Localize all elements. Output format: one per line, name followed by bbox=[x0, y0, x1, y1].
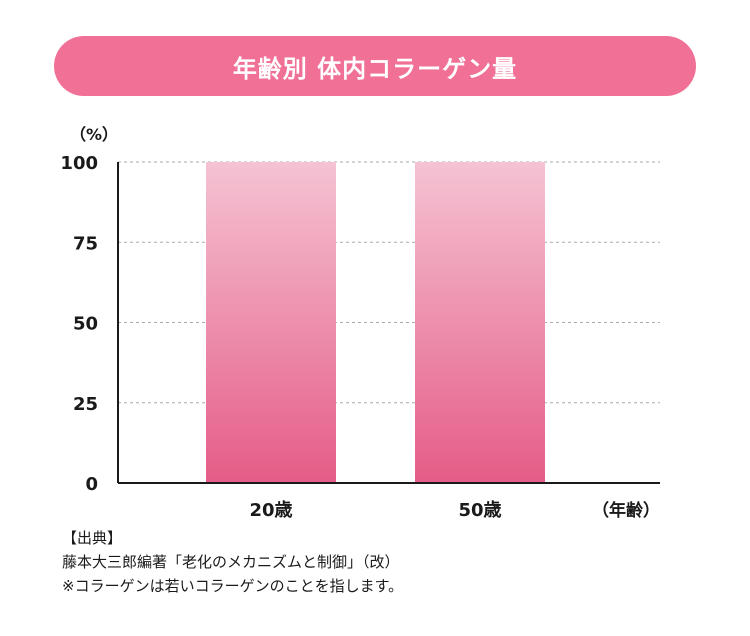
source-note: 【出典】 藤本大三郎編著「老化のメカニズムと制御」（改） ※コラーゲンは若いコラ… bbox=[62, 526, 403, 598]
y-tick-label: 75 bbox=[73, 233, 98, 254]
source-citation: 藤本大三郎編著「老化のメカニズムと制御」（改） bbox=[62, 550, 403, 574]
source-heading: 【出典】 bbox=[62, 526, 403, 550]
source-note-text: ※コラーゲンは若いコラーゲンのことを指します。 bbox=[62, 574, 403, 598]
x-tick-label: 50歳 bbox=[458, 500, 501, 521]
bar-chart: 0 25 50 75 100 （%） 20歳 50歳 （年齢） bbox=[0, 110, 750, 526]
y-axis-label: （%） bbox=[70, 125, 118, 144]
chart-title-banner: 年齢別 体内コラーゲン量 bbox=[54, 36, 696, 96]
x-tick-label: 20歳 bbox=[249, 500, 292, 521]
chart-title: 年齢別 体内コラーゲン量 bbox=[233, 49, 517, 84]
bar bbox=[415, 162, 545, 483]
x-axis-label: （年齢） bbox=[592, 500, 660, 521]
bar bbox=[206, 162, 336, 483]
y-tick-label: 0 bbox=[85, 474, 98, 495]
y-tick-label: 100 bbox=[60, 153, 98, 174]
y-tick-label: 50 bbox=[73, 314, 98, 335]
y-tick-label: 25 bbox=[73, 394, 98, 415]
